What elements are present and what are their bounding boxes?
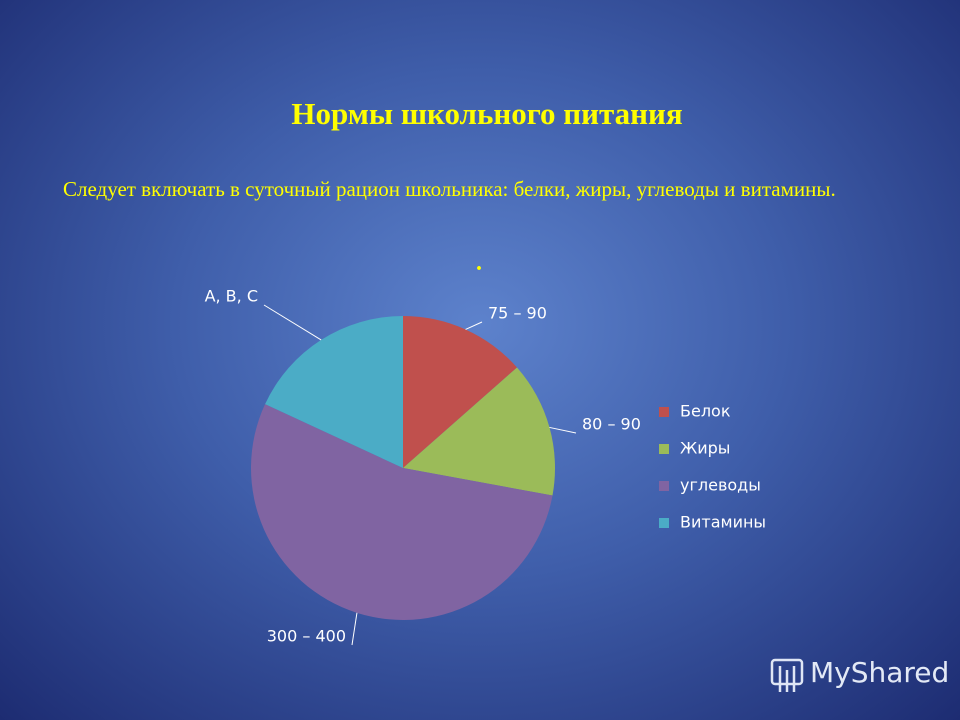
slice-label: A, B, C: [205, 287, 258, 306]
leader-line: [263, 304, 322, 341]
watermark-icon: [770, 658, 804, 692]
legend-label: углеводы: [680, 476, 761, 495]
slide-title: Нормы школьного питания: [291, 96, 683, 131]
pie-slice: [265, 316, 403, 468]
slice-label: 300 – 400: [267, 627, 346, 646]
pie-slice: [250, 404, 553, 621]
note: .: [476, 250, 482, 276]
slide-text: Следует включать в суточный рацион школь…: [63, 177, 836, 201]
legend-label: Витамины: [680, 513, 766, 532]
leader-line: [465, 321, 483, 330]
leader-line: [351, 612, 358, 646]
leader-line: [549, 426, 577, 434]
legend-swatch: [659, 444, 669, 454]
pie-slice: [403, 316, 518, 468]
legend-label: Белок: [680, 402, 731, 421]
legend-swatch: [659, 407, 669, 417]
legend-swatch: [659, 481, 669, 491]
legend-label: Жиры: [680, 439, 730, 458]
slice-label: 80 – 90: [582, 415, 641, 434]
pie-slice: [403, 367, 555, 496]
slice-label: 75 – 90: [488, 304, 547, 323]
legend-swatch: [659, 518, 669, 528]
watermark: MyShared: [810, 656, 949, 689]
